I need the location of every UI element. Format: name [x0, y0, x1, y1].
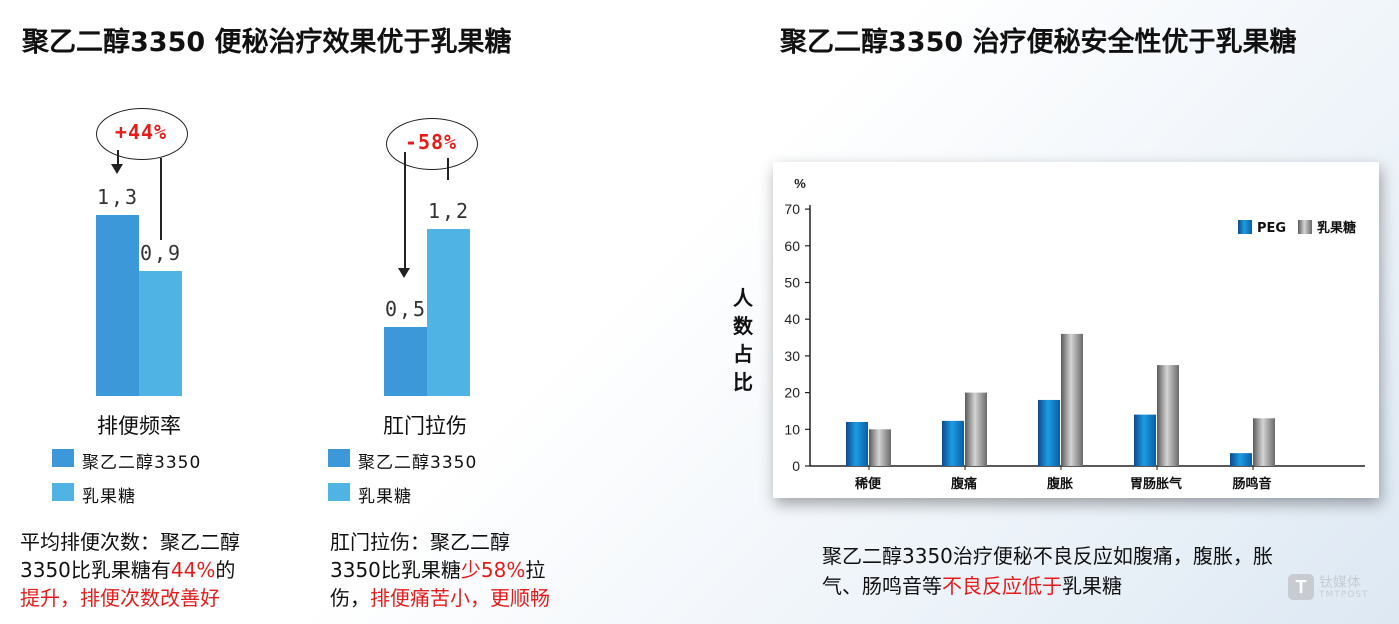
- connector-line: [160, 158, 162, 240]
- y-tick-label: 10: [784, 421, 800, 437]
- legend-swatch-lactulose: [328, 483, 350, 501]
- x-tick-label: 腹胀: [1047, 476, 1073, 492]
- legend-label: 聚乙二醇3350: [358, 453, 478, 473]
- y-tick-label: 50: [784, 275, 800, 291]
- note-line: 3350比乳果糖有44%的: [20, 558, 236, 582]
- right-caption: 聚乙二醇3350治疗便秘不良反应如腹痛，腹胀，胀 气、肠鸣音等不良反应低于乳果糖: [822, 541, 1273, 601]
- bar-value-label: 0,5: [384, 296, 428, 321]
- change-label: +44%: [114, 120, 168, 144]
- bar-lactulose: [1157, 365, 1179, 466]
- legend-label: 乳果糖: [358, 487, 412, 507]
- bar-value-label: 0,9: [139, 240, 183, 265]
- x-tick-label: 肠鸣音: [1232, 476, 1271, 492]
- change-label: -58%: [404, 130, 458, 154]
- bar-lactulose: [869, 429, 891, 466]
- y-tick-label: 60: [784, 238, 800, 254]
- legend-label: 聚乙二醇3350: [82, 453, 202, 473]
- connector-line: [447, 158, 449, 180]
- x-tick-label: 胃肠胀气: [1130, 476, 1182, 492]
- note-line: 提升，排便次数改善好: [20, 586, 220, 610]
- y-tick-label: 70: [784, 201, 800, 217]
- bar-peg: [942, 420, 964, 466]
- legend-label: PEG: [1257, 221, 1286, 236]
- watermark-brand: 钛媒体: [1319, 575, 1361, 591]
- legend-swatch-lactulose: [52, 483, 74, 501]
- y-axis-label: 人数占比: [733, 286, 753, 394]
- y-tick-label: 40: [784, 311, 800, 327]
- bar-lactulose: [1253, 418, 1275, 466]
- y-tick-label: 20: [784, 385, 800, 401]
- change-ellipse: [96, 108, 188, 160]
- left-title: 聚乙二醇3350 便秘治疗效果优于乳果糖: [22, 27, 512, 58]
- bar-lactulose: [139, 270, 182, 396]
- y-unit-label: %: [794, 176, 806, 191]
- y-tick-label: 30: [784, 348, 800, 364]
- x-tick-label: 稀便: [855, 476, 882, 492]
- bar-peg: [846, 421, 868, 466]
- left-note: 平均排便次数：聚乙二醇 3350比乳果糖有44%的 提升，排便次数改善好: [20, 528, 240, 612]
- note-line: 平均排便次数：聚乙二醇: [20, 530, 240, 554]
- bar-lactulose: [965, 392, 987, 466]
- legend-label: 乳果糖: [82, 487, 136, 507]
- bar-peg: [96, 215, 139, 396]
- watermark-logo-icon: T: [1288, 574, 1314, 600]
- legend-swatch-peg: [328, 449, 350, 467]
- legend-swatch-lactulose: [1298, 220, 1312, 234]
- right-title: 聚乙二醇3350 治疗便秘安全性优于乳果糖: [780, 27, 1297, 58]
- bar-peg: [1134, 414, 1156, 466]
- note-line: 肛门拉伤：聚乙二醇: [330, 530, 510, 554]
- caption-line: 气、肠鸣音等不良反应低于乳果糖: [822, 574, 1122, 598]
- legend-swatch-peg: [1238, 220, 1252, 234]
- arrow-down-icon: [398, 268, 410, 278]
- legend-swatch-peg: [52, 449, 74, 467]
- arrow-down-icon: [111, 164, 123, 174]
- y-tick-label: 0: [792, 458, 800, 474]
- mid-note: 肛门拉伤：聚乙二醇 3350比乳果糖少58%拉 伤，排便痛苦小，更顺畅: [330, 528, 550, 612]
- side-effects-chart: 0 10 20 30 40 50 60 70% 稀便 腹痛 腹胀 胃肠胀气 肠鸣音 PEG 乳果糖: [784, 176, 1365, 492]
- change-ellipse: [386, 118, 478, 170]
- bar-peg: [1038, 399, 1060, 466]
- side-effects-chart-panel: 0 10 20 30 40 50 60 70% 稀便 腹痛 腹胀 胃肠胀气 肠鸣音 PEG 乳果糖: [773, 162, 1379, 498]
- x-tick-label: 腹痛: [951, 476, 977, 492]
- bar-lactulose: [1061, 333, 1083, 466]
- bar-value-label: 1,2: [427, 199, 471, 224]
- category-label: 肛门拉伤: [383, 414, 467, 438]
- bar-value-label: 1,3: [96, 185, 140, 210]
- watermark-sub: TMTPOST: [1319, 590, 1369, 600]
- caption-line: 聚乙二醇3350治疗便秘不良反应如腹痛，腹胀，胀: [822, 544, 1273, 568]
- category-label: 排便频率: [97, 414, 181, 438]
- arrow-line: [404, 152, 406, 270]
- arrow-line: [117, 150, 119, 168]
- bar-peg: [384, 326, 427, 396]
- note-line: 3350比乳果糖少58%拉: [330, 558, 546, 582]
- legend-label: 乳果糖: [1317, 220, 1356, 236]
- bar-peg: [1230, 453, 1252, 466]
- note-line: 伤，排便痛苦小，更顺畅: [330, 586, 550, 610]
- bar-lactulose: [427, 229, 470, 396]
